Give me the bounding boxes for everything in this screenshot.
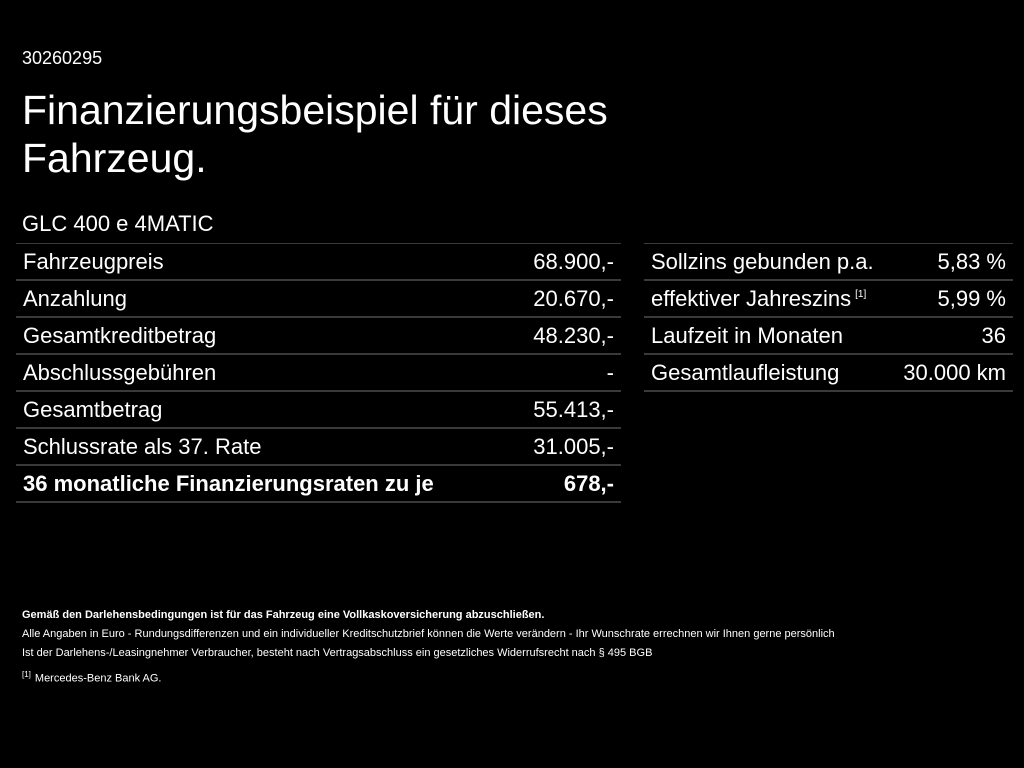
row-value: 31.005,-: [533, 433, 614, 459]
row-value: -: [606, 359, 614, 385]
row-label: Gesamtbetrag: [23, 396, 163, 422]
row-label: Schlussrate als 37. Rate: [23, 433, 262, 459]
footnote-marker: [1]: [855, 289, 867, 301]
insurance-note: Gemäß den Darlehensbedingungen ist für d…: [22, 609, 545, 621]
row-label: Gesamtkreditbetrag: [23, 322, 217, 348]
row-label: Laufzeit in Monaten: [651, 322, 844, 348]
table-row-closing-fees: Abschlussgebühren -: [16, 355, 621, 392]
table-row-vehicle-price: Fahrzeugpreis 68.900,-: [16, 244, 621, 281]
footnote-1: [1] Mercedes-Benz Bank AG.: [22, 665, 1012, 689]
disclaimer-note: Alle Angaben in Euro - Rundungsdifferenz…: [22, 628, 835, 640]
table-row-fixed-rate: Sollzins gebunden p.a. 5,83 %: [644, 244, 1013, 281]
row-label: Fahrzeugpreis: [23, 248, 164, 274]
financing-table: Fahrzeugpreis 68.900,- Anzahlung 20.670,…: [16, 243, 621, 503]
row-label: 36 monatliche Finanzierungsraten zu je: [23, 470, 434, 496]
row-label: effektiver Jahreszins: [651, 285, 852, 311]
table-row-down-payment: Anzahlung 20.670,-: [16, 281, 621, 318]
row-value: 678,-: [563, 470, 614, 496]
row-label: Sollzins gebunden p.a.: [651, 248, 874, 274]
table-row-total-credit: Gesamtkreditbetrag 48.230,-: [16, 318, 621, 355]
row-value: 20.670,-: [533, 285, 614, 311]
row-value: 55.413,-: [533, 396, 614, 422]
row-label: Abschlussgebühren: [23, 359, 217, 385]
row-value: 36: [981, 322, 1006, 348]
row-label: Anzahlung: [23, 285, 127, 311]
vehicle-model: GLC 400 e 4MATIC: [22, 211, 214, 236]
interest-table: Sollzins gebunden p.a. 5,83 % effektiver…: [644, 243, 1013, 392]
table-row-total-amount: Gesamtbetrag 55.413,-: [16, 392, 621, 429]
table-row-term: Laufzeit in Monaten 36: [644, 318, 1013, 355]
row-value: 48.230,-: [533, 322, 614, 348]
row-value: 5,83 %: [937, 248, 1007, 274]
table-row-final-rate: Schlussrate als 37. Rate 31.005,-: [16, 429, 621, 466]
table-row-mileage: Gesamtlaufleistung 30.000 km: [644, 355, 1013, 392]
table-row-monthly-rate: 36 monatliche Finanzierungsraten zu je 6…: [16, 466, 621, 503]
footnote-1-text: Mercedes-Benz Bank AG.: [34, 672, 162, 685]
page-title: Finanzierungsbeispiel für dieses Fahrzeu…: [22, 87, 608, 181]
row-label: Gesamtlaufleistung: [651, 359, 840, 385]
footnotes: Gemäß den Darlehensbedingungen ist für d…: [22, 606, 1012, 689]
consumer-note: Ist der Darlehens-/Leasingnehmer Verbrau…: [22, 647, 653, 659]
row-value: 5,99 %: [937, 285, 1007, 311]
table-row-effective-rate: effektiver Jahreszins [1] 5,99 %: [644, 281, 1013, 318]
footnote-1-marker: [1]: [22, 670, 31, 679]
row-value: 68.900,-: [533, 248, 614, 274]
reference-number: 30260295: [22, 48, 103, 68]
row-value: 30.000 km: [903, 359, 1006, 385]
